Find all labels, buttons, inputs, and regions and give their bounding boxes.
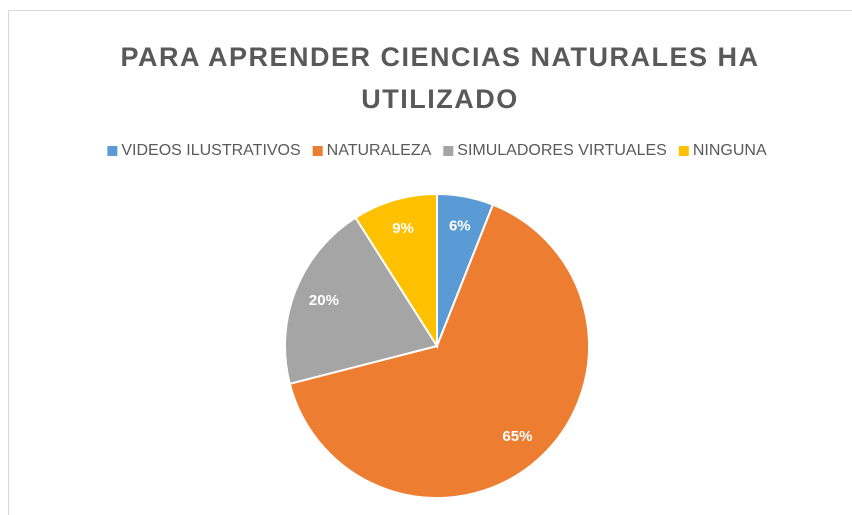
data-label: 6% xyxy=(449,218,471,235)
legend-swatch xyxy=(678,146,689,156)
data-label: 20% xyxy=(309,292,339,309)
legend-swatch xyxy=(107,146,118,156)
legend-label: SIMULADORES VIRTUALES xyxy=(457,142,667,159)
legend-label: VIDEOS ILUSTRATIVOS xyxy=(121,142,300,159)
pie-slice xyxy=(284,216,439,386)
legend-swatch xyxy=(443,146,454,156)
legend-swatch xyxy=(312,146,323,156)
chart-frame xyxy=(8,10,852,515)
legend-label: NINGUNA xyxy=(693,142,767,159)
data-label: 9% xyxy=(392,220,414,237)
pie-slice xyxy=(354,192,438,350)
pie-slice xyxy=(288,203,590,499)
chart-title: PARA APRENDER CIENCIAS NATURALES HA UTIL… xyxy=(120,42,760,114)
data-label: 65% xyxy=(502,428,532,445)
legend-label: NATURALEZA xyxy=(327,142,432,159)
